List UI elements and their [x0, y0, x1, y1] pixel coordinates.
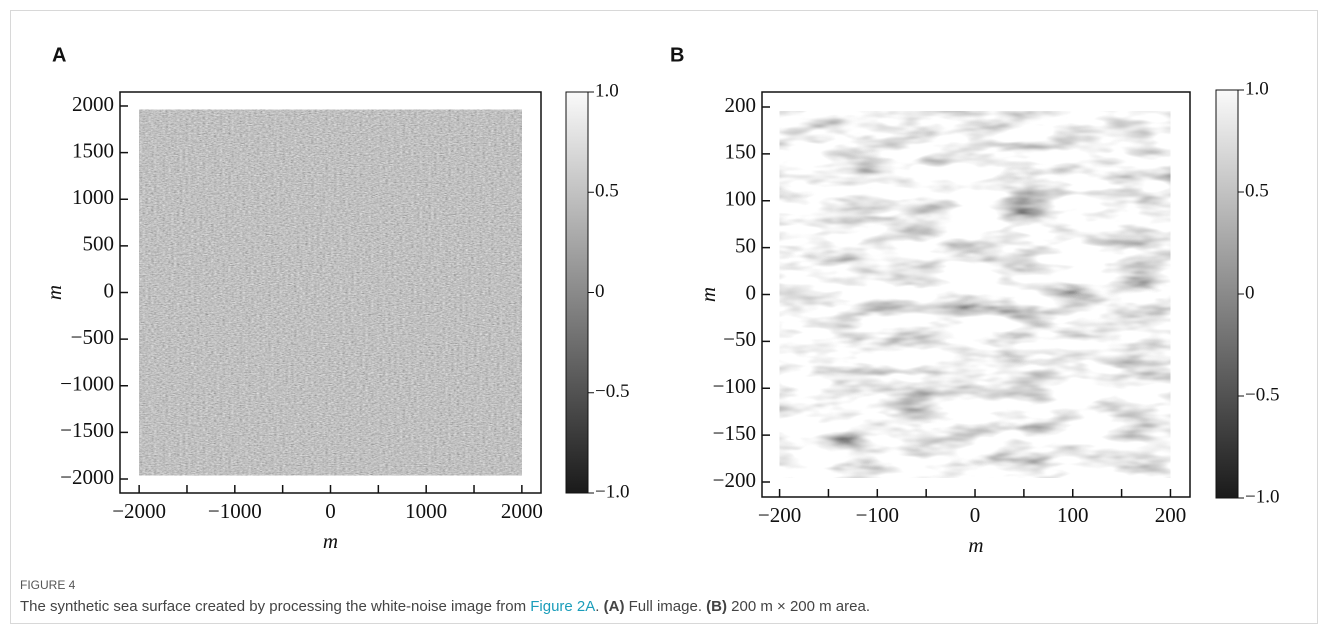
colorbar-tick-label: 1.0: [1245, 78, 1269, 99]
y-tick-label: 1000: [72, 185, 114, 209]
colorbar-tick-label: 0: [595, 281, 605, 302]
colorbar-tick-label: 0.5: [595, 181, 619, 202]
x-axis-label: m: [968, 533, 983, 557]
y-tick-label: −2000: [60, 465, 114, 489]
y-tick-label: 50: [735, 233, 756, 257]
panel-ref: (B): [706, 598, 727, 615]
caption-text: 200 m × 200 m area.: [727, 598, 870, 615]
figure-link[interactable]: Figure 2A: [530, 598, 596, 615]
panel-ref: (A): [603, 598, 625, 615]
colorbar: [565, 91, 589, 494]
y-tick-label: 2000: [72, 92, 114, 116]
y-tick-label: 150: [725, 140, 757, 164]
colorbar-tick-label: −1.0: [1245, 486, 1279, 507]
y-tick-label: 200: [725, 93, 757, 117]
y-tick-label: 100: [725, 187, 757, 211]
colorbar-tick-label: 1.0: [595, 80, 619, 101]
heatmap-image: [779, 111, 1171, 478]
caption-text: Full image.: [624, 598, 707, 615]
y-tick-label: −150: [713, 421, 756, 445]
y-tick-label: −50: [723, 327, 756, 351]
frame: [10, 10, 1318, 624]
panel-label: A: [52, 44, 66, 66]
y-tick-label: −1500: [60, 418, 114, 442]
caption-text: The synthetic sea surface created by pro…: [20, 598, 870, 615]
heatmap-image: [139, 109, 522, 476]
y-tick-label: −200: [713, 468, 756, 492]
y-axis-label: m: [42, 285, 66, 300]
y-tick-label: −500: [71, 325, 114, 349]
x-tick-label: 0: [970, 503, 981, 527]
figure-label: FIGURE 4: [20, 578, 76, 592]
caption-text: The synthetic sea surface created by pro…: [20, 598, 531, 615]
y-tick-label: −1000: [60, 372, 114, 396]
x-tick-label: −200: [758, 503, 801, 527]
x-tick-label: 100: [1057, 503, 1089, 527]
y-tick-label: 500: [83, 232, 115, 256]
x-tick-label: −1000: [208, 499, 262, 523]
colorbar: [1215, 89, 1239, 499]
x-tick-label: 0: [325, 499, 336, 523]
y-tick-label: 0: [104, 278, 115, 302]
y-tick-label: −100: [713, 374, 756, 398]
figure: A−2000 −1000 0 1000 2000−2000−1500−1000−5000…: [42, 44, 1280, 557]
x-tick-label: −2000: [112, 499, 166, 523]
colorbar-tick-label: 0: [1245, 282, 1255, 303]
panel-label: B: [670, 44, 684, 66]
x-tick-label: 2000: [501, 499, 543, 523]
colorbar-tick-label: −0.5: [595, 381, 629, 402]
y-tick-label: 1500: [72, 138, 114, 162]
colorbar-tick-label: −0.5: [1245, 384, 1279, 405]
x-axis-label: m: [323, 529, 338, 553]
x-tick-label: 1000: [405, 499, 447, 523]
x-tick-label: −100: [856, 503, 899, 527]
caption-text: .: [595, 598, 604, 615]
colorbar-tick-label: −1.0: [595, 481, 629, 502]
colorbar-tick-label: 0.5: [1245, 180, 1269, 201]
y-tick-label: 0: [746, 280, 757, 304]
x-tick-label: 200: [1155, 503, 1187, 527]
caption: FIGURE 4 The synthetic sea surface creat…: [20, 578, 870, 615]
y-axis-label: m: [696, 287, 720, 302]
